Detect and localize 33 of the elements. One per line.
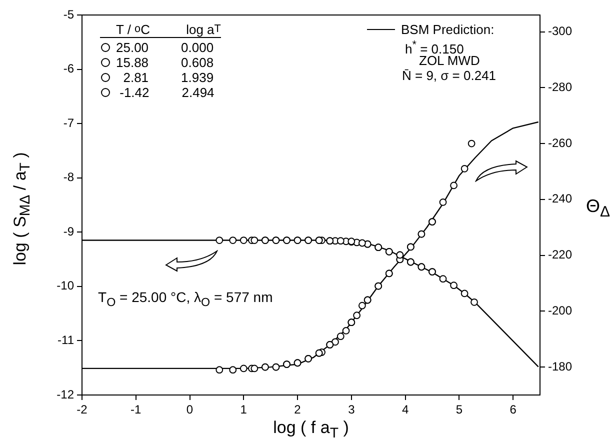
y2-tick-label: -240 [548, 192, 572, 206]
x-tick-label: -1 [130, 402, 142, 417]
y2-axis-title: Θ$_{Δ}$ [586, 196, 610, 223]
y-tick-label: -10 [56, 278, 74, 293]
y-tick-label: -8 [63, 170, 74, 184]
y2-tick-label: -280 [548, 80, 572, 94]
x-tick-label: 0 [186, 402, 194, 417]
x-axis-title: log ( f a$_{T}$ ) [272, 418, 350, 444]
legend-label: BSM Prediction: [401, 22, 494, 37]
x-tick-label: 1 [240, 402, 248, 417]
y2-tick-label: -180 [548, 359, 572, 374]
legend-label: 2.81 1.939 [122, 70, 214, 85]
x-tick-label: 3 [348, 402, 356, 417]
y-tick-label: -7 [63, 116, 74, 130]
annotation: N̄ = 9, σ = 0.241 [402, 68, 496, 83]
annotation: T$_{O}$ = 25.00 °C, λ$_{O}$ = 577 nm [98, 289, 273, 310]
y-tick-label: -12 [56, 387, 74, 402]
y2-tick-label: -220 [548, 248, 572, 262]
legend-label: -1.42 2.494 [118, 85, 214, 100]
x-tick-label: 4 [402, 402, 409, 417]
legend-label: 15.88 0.608 [116, 55, 214, 70]
y-tick-label: -9 [63, 224, 74, 238]
x-tick-label: 6 [510, 402, 517, 417]
legend-label: 25.00 0.000 [116, 40, 214, 55]
y2-tick-label: -300 [548, 24, 572, 38]
x-tick-label: 5 [456, 402, 463, 417]
y2-tick-label: -260 [548, 136, 572, 150]
x-tick-label: -2 [76, 402, 88, 417]
y-tick-label: -6 [63, 62, 74, 76]
x-tick-label: 2 [294, 402, 302, 417]
y-tick-label: -5 [63, 7, 74, 22]
y2-tick-label: -200 [548, 303, 572, 318]
y-tick-label: -11 [58, 333, 74, 348]
